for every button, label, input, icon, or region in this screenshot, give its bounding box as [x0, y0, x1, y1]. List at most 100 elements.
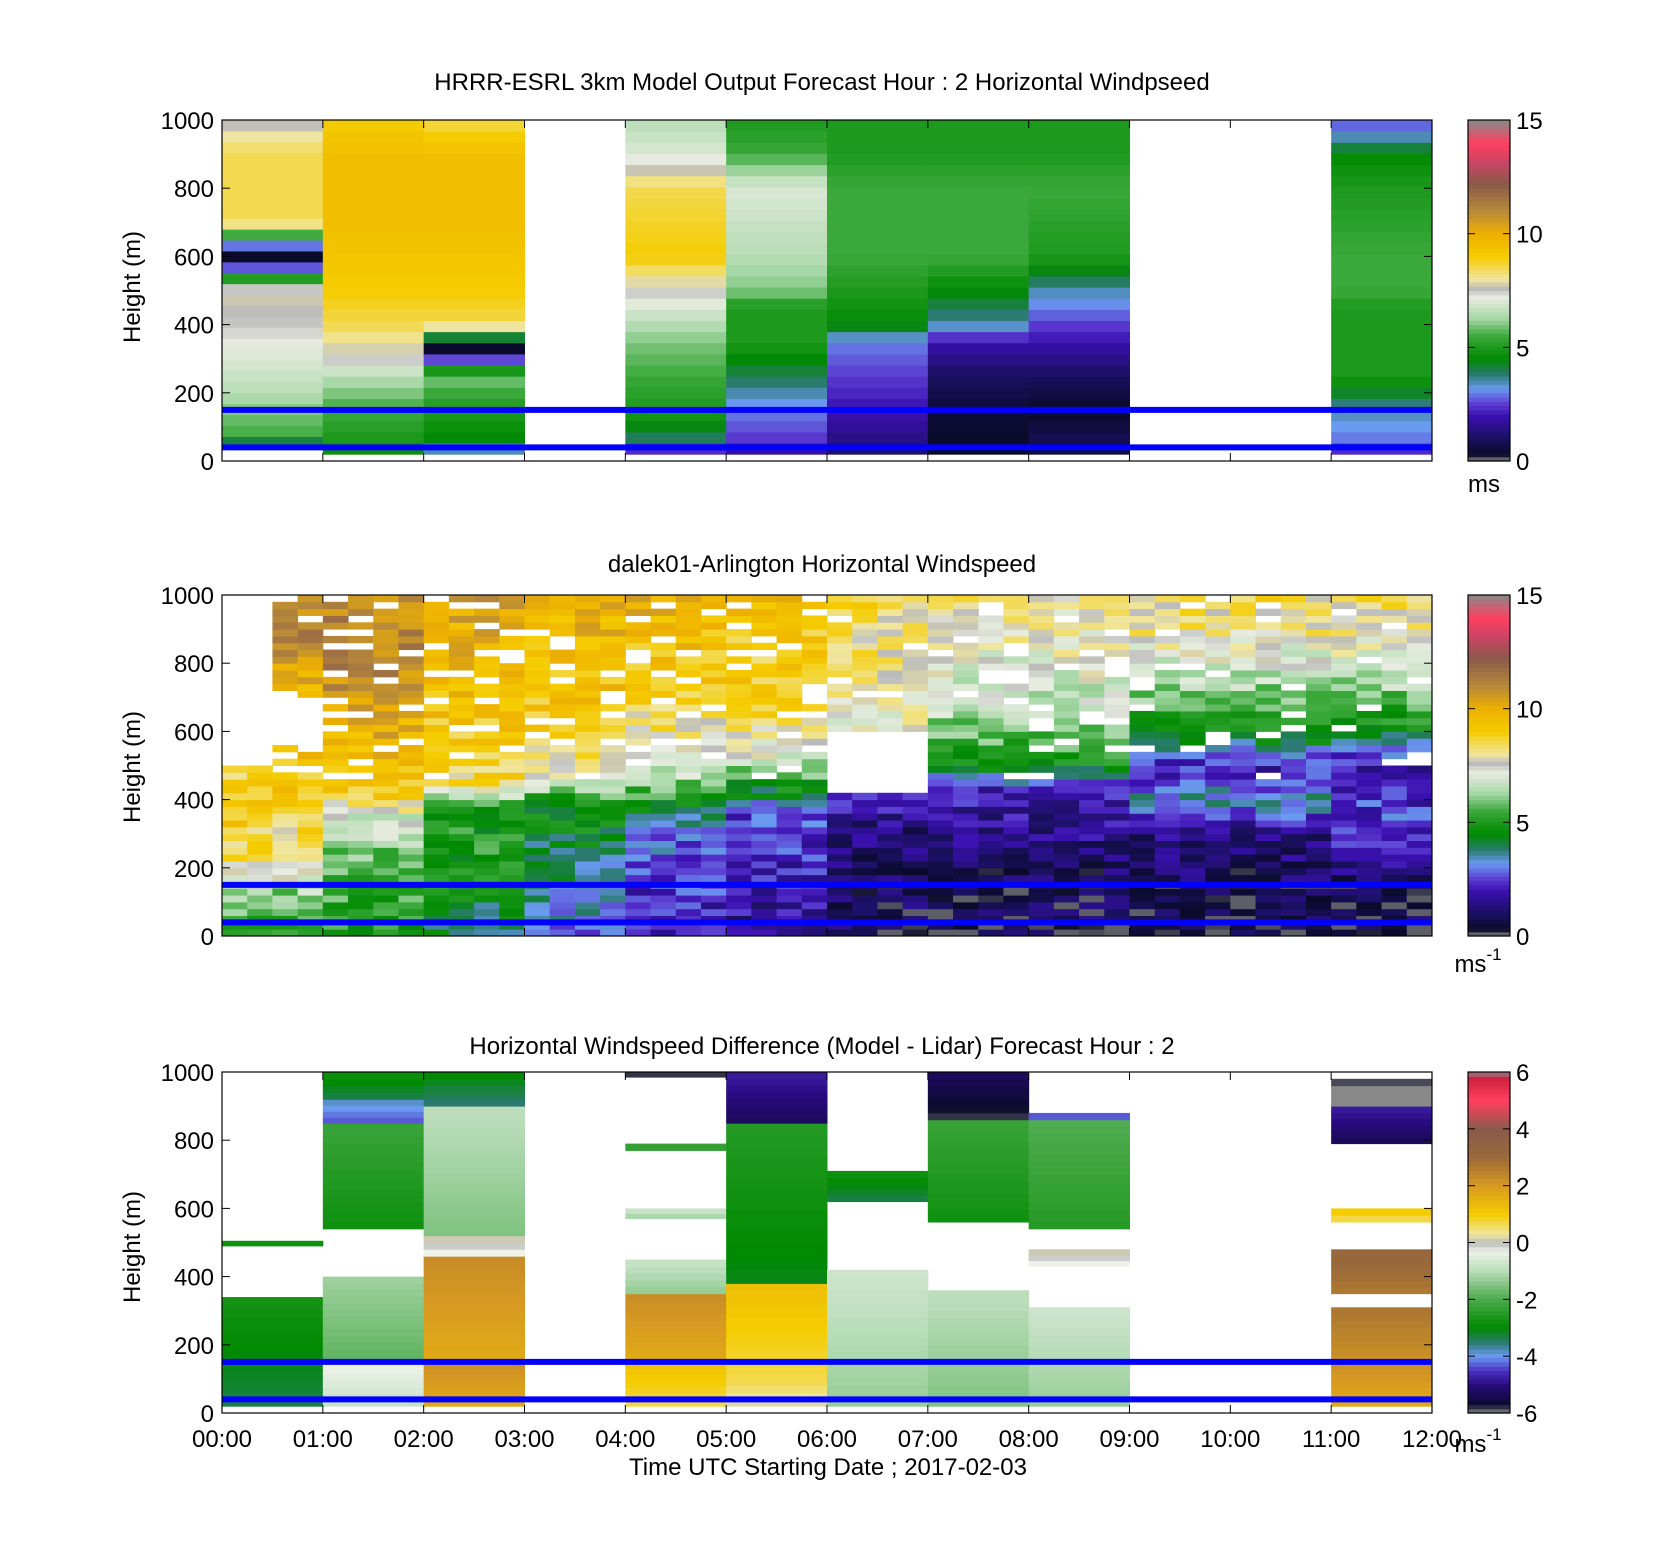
heatmap-cell: [1179, 826, 1206, 835]
heatmap-cell: [1028, 690, 1055, 698]
heatmap-cell: [801, 656, 828, 664]
heatmap-cell: [423, 1126, 525, 1134]
heatmap-cell: [322, 1335, 425, 1343]
heatmap-cell: [423, 676, 450, 685]
heatmap-cell: [1028, 1327, 1130, 1335]
heatmap-cell: [322, 409, 425, 422]
heatmap-cell: [297, 840, 324, 848]
heatmap-cell: [1104, 779, 1130, 787]
heatmap-cell: [751, 622, 778, 630]
heatmap-cell: [1053, 888, 1080, 896]
heatmap-cell: [322, 1142, 425, 1151]
heatmap-cell: [776, 895, 803, 903]
heatmap-cell: [499, 860, 525, 869]
heatmap-cell: [1230, 704, 1257, 712]
heatmap-cell: [726, 1324, 828, 1332]
heatmap-cell: [700, 758, 727, 766]
heatmap-cell: [222, 833, 248, 842]
heatmap-cell: [524, 772, 551, 780]
heatmap-cell: [751, 738, 778, 746]
heatmap-cell: [1280, 765, 1307, 773]
heatmap-cell: [373, 608, 399, 616]
heatmap-cell: [978, 710, 1004, 719]
x-tick-label: 07:00: [898, 1426, 958, 1453]
heatmap-cell: [726, 642, 752, 651]
heatmap-cell: [1028, 908, 1055, 917]
heatmap-cell: [398, 745, 425, 753]
heatmap-cell: [1331, 1249, 1433, 1257]
heatmap-cell: [852, 888, 878, 896]
heatmap-cell: [1305, 724, 1332, 732]
heatmap-cell: [726, 1263, 828, 1271]
heatmap-cell: [247, 772, 273, 780]
heatmap-cell: [348, 929, 374, 937]
heatmap-cell: [322, 164, 425, 177]
heatmap-cell: [953, 895, 979, 903]
heatmap-cell: [1028, 1373, 1130, 1381]
heatmap-cell: [1230, 676, 1257, 685]
heatmap-cell: [1028, 1126, 1130, 1134]
heatmap-cell: [524, 663, 551, 671]
colorbar-segment: [1468, 1383, 1510, 1389]
heatmap-cell: [1331, 615, 1357, 623]
heatmap-cell: [927, 275, 1030, 288]
heatmap-cell: [650, 751, 677, 760]
heatmap-cell: [1381, 690, 1408, 698]
heatmap-cell: [1205, 663, 1231, 671]
heatmap-cell: [852, 649, 878, 657]
heatmap-cell: [600, 676, 626, 685]
heatmap-cell: [297, 670, 324, 678]
heatmap-cell: [827, 635, 853, 644]
colorbar-segment: [1468, 1072, 1510, 1077]
heatmap-cell: [448, 704, 475, 712]
heatmap-cell: [1305, 615, 1332, 623]
heatmap-cell: [423, 745, 450, 753]
heatmap-cell: [1079, 765, 1105, 773]
heatmap-cell: [322, 1195, 425, 1203]
heatmap-cell: [675, 670, 702, 678]
heatmap-cell: [776, 745, 803, 753]
heatmap-cell: [1305, 874, 1332, 882]
heatmap-cell: [1406, 813, 1433, 821]
heatmap-cell: [574, 676, 601, 685]
heatmap-cell: [827, 1276, 929, 1284]
heatmap-cell: [726, 915, 752, 923]
colorbar-segment: [1468, 316, 1510, 321]
heatmap-cell: [827, 847, 853, 855]
heatmap-cell: [625, 1380, 727, 1388]
heatmap-cell: [524, 826, 551, 835]
heatmap-cell: [247, 765, 273, 773]
heatmap-cell: [852, 901, 878, 910]
heatmap-cell: [927, 1133, 1030, 1141]
heatmap-cell: [1331, 186, 1433, 199]
heatmap-cell: [625, 670, 652, 678]
heatmap-cell: [222, 1372, 324, 1380]
colorbar-segment: [1468, 872, 1510, 877]
heatmap-cell: [1053, 929, 1080, 937]
heatmap-cell: [650, 758, 677, 766]
heatmap-cell: [625, 738, 652, 746]
heatmap-cell: [1230, 622, 1257, 630]
heatmap-cell: [272, 629, 299, 637]
heatmap-cell: [726, 1236, 828, 1244]
heatmap-cell: [1205, 745, 1231, 753]
heatmap-cell: [549, 915, 576, 923]
heatmap-cell: [499, 601, 525, 610]
heatmap-cell: [1230, 649, 1257, 657]
heatmap-cell: [222, 1351, 324, 1359]
heatmap-cell: [1356, 867, 1383, 876]
colorbar-segment: [1468, 782, 1510, 788]
heatmap-cell: [1104, 622, 1130, 630]
heatmap-cell: [474, 826, 500, 835]
heatmap-cell: [1104, 731, 1130, 739]
heatmap-cell: [751, 676, 778, 685]
y-tick-label: 600: [174, 719, 214, 746]
heatmap-cell: [1305, 663, 1332, 671]
heatmap-cell: [322, 353, 425, 366]
heatmap-cell: [1154, 908, 1181, 917]
heatmap-cell: [423, 847, 450, 855]
heatmap-cell: [1280, 745, 1307, 753]
heatmap-cell: [549, 779, 576, 787]
heatmap-cell: [1255, 717, 1282, 726]
heatmap-cell: [1028, 331, 1130, 344]
